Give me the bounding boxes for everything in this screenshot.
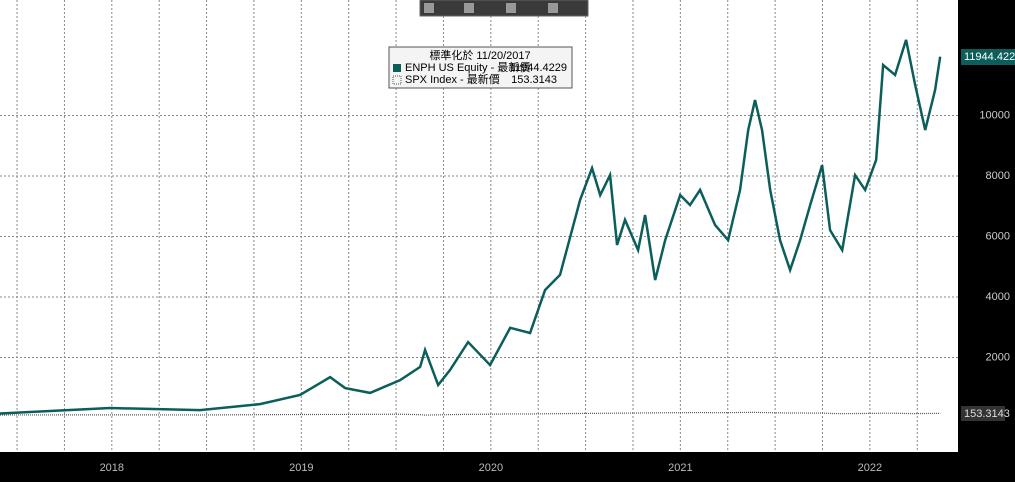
y-tick-label: 6000 xyxy=(986,230,1010,242)
tool-icon[interactable] xyxy=(548,3,558,13)
legend-label: SPX Index - 最新價 xyxy=(405,72,500,86)
last-value-label: 11944.4229 xyxy=(964,51,1015,63)
x-tick-label: 2020 xyxy=(479,462,503,474)
last-value-label: 153.3143 xyxy=(964,408,1010,420)
legend-swatch xyxy=(392,75,402,85)
x-tick-label: 2022 xyxy=(858,462,882,474)
tooltip: 標準化於 11/20/2017 ENPH US Equity - 最新價 119… xyxy=(388,46,573,89)
legend-swatch xyxy=(393,64,401,72)
tooltip-title: 標準化於 11/20/2017 xyxy=(429,48,530,62)
legend-value: 11944.4229 xyxy=(510,62,567,74)
lines xyxy=(0,39,942,416)
x-tick-label: 2021 xyxy=(668,462,692,474)
legend-value: 153.3143 xyxy=(511,74,557,86)
y-tick-label: 2000 xyxy=(986,351,1010,363)
toolbar-bg xyxy=(419,0,589,17)
y-tick-label: 8000 xyxy=(986,170,1010,182)
series-line xyxy=(0,411,941,416)
tool-icon[interactable] xyxy=(424,3,434,13)
legend-label: ENPH US Equity - 最新價 xyxy=(405,60,530,74)
grid xyxy=(0,0,958,452)
last-value-box xyxy=(961,406,1005,421)
x-tick-label: 2019 xyxy=(289,462,313,474)
tool-icon[interactable] xyxy=(464,3,474,13)
labels: 2000 4000 6000 8000 10000 2018 2019 2020 2021 202… xyxy=(100,109,1010,474)
series-line xyxy=(0,39,942,415)
y-tick-label: 4000 xyxy=(986,291,1010,303)
tooltip-bg xyxy=(388,46,573,89)
x-tick-label: 2018 xyxy=(100,462,124,474)
last-value-box xyxy=(961,49,1015,65)
tool-icon[interactable] xyxy=(506,3,516,13)
toolbar[interactable] xyxy=(419,0,589,17)
y-tick-label: 10000 xyxy=(979,109,1010,121)
